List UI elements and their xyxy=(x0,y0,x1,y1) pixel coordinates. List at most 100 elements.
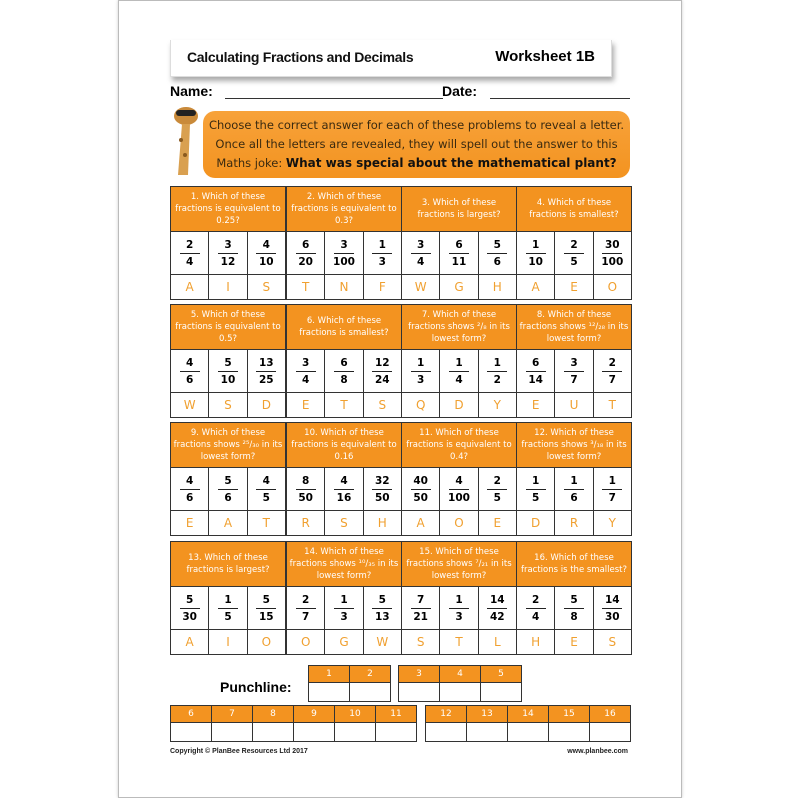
fraction-bar xyxy=(602,370,623,372)
fraction-option[interactable]: 1 10 xyxy=(517,232,556,274)
fraction-option[interactable]: 6 11 xyxy=(440,232,479,274)
fraction-option[interactable]: 6 20 xyxy=(287,232,326,274)
answer-letter: T xyxy=(440,630,479,654)
punchline-box: 9 xyxy=(294,706,335,741)
punchline-answer-field[interactable] xyxy=(399,683,439,701)
punchline-answer-field[interactable] xyxy=(440,683,480,701)
answer-letter: S xyxy=(262,280,271,294)
denominator: 100 xyxy=(601,255,624,268)
question-card: 9. Which of these fractions shows ²⁵/₃₀ … xyxy=(170,422,286,536)
punchline-answer-field[interactable] xyxy=(171,723,211,741)
question-card: 14. Which of these fractions shows ¹⁰/₃₅… xyxy=(286,541,402,655)
punchline-answer-field[interactable] xyxy=(309,683,349,701)
punchline-box: 10 xyxy=(335,706,376,741)
numerator: 6 xyxy=(455,238,463,251)
denominator: 5 xyxy=(262,491,270,504)
punchline-number: 4 xyxy=(440,666,480,683)
answer-letter: T xyxy=(287,275,326,299)
fraction-option[interactable]: 5 13 xyxy=(364,587,401,629)
fraction-option[interactable]: 14 30 xyxy=(594,587,631,629)
fraction-option[interactable]: 13 25 xyxy=(248,350,285,392)
fraction-option[interactable]: 30 100 xyxy=(594,232,631,274)
fraction-bar xyxy=(563,488,584,490)
punchline-answer-field[interactable] xyxy=(350,683,390,701)
numerator: 5 xyxy=(186,593,194,606)
numerator: 6 xyxy=(532,356,540,369)
denominator: 100 xyxy=(333,255,355,268)
fraction-option[interactable]: 40 50 xyxy=(402,468,441,510)
punchline-answer-field[interactable] xyxy=(426,723,466,741)
joke-question: What was special about the mathematical … xyxy=(285,156,617,170)
fraction-bar xyxy=(217,252,238,254)
punchline-answer-field[interactable] xyxy=(590,723,630,741)
punchline-answer-field[interactable] xyxy=(508,723,548,741)
fraction-bar xyxy=(372,607,393,609)
fraction-option[interactable]: 8 50 xyxy=(287,468,326,510)
punchline-answer-field[interactable] xyxy=(549,723,589,741)
fraction-option[interactable]: 7 21 xyxy=(402,587,441,629)
question-card: 4. Which of these fractions is smallest?… xyxy=(516,186,632,300)
answer-letter: D xyxy=(261,398,271,412)
fraction-bar xyxy=(179,370,200,372)
numerator: 1 xyxy=(455,356,463,369)
fraction-option[interactable]: 5 30 xyxy=(171,587,210,629)
fraction-option[interactable]: 4 100 xyxy=(440,468,479,510)
punchline-answer-field[interactable] xyxy=(294,723,334,741)
punchline-answer-field[interactable] xyxy=(481,683,521,701)
question-text: 12. Which of these fractions shows ³/₁₈ … xyxy=(517,423,631,468)
fraction-option[interactable]: 5 15 xyxy=(248,587,285,629)
fraction-bar xyxy=(448,607,469,609)
fraction-option[interactable]: 4 16 xyxy=(325,468,364,510)
fraction-option[interactable]: 4 10 xyxy=(248,232,285,274)
fraction-option[interactable]: 12 24 xyxy=(364,350,401,392)
answer-letter: S xyxy=(209,393,248,417)
answer-letter: Y xyxy=(493,398,501,412)
denominator: 10 xyxy=(528,255,543,268)
instructions-banner: Choose the correct answer for each of th… xyxy=(203,111,630,178)
fraction-option[interactable]: 6 14 xyxy=(517,350,556,392)
punchline-answer-field[interactable] xyxy=(376,723,416,741)
date-field[interactable] xyxy=(490,98,630,99)
answer-letter: H xyxy=(377,516,387,530)
fraction-option[interactable]: 5 10 xyxy=(209,350,248,392)
numerator: 5 xyxy=(224,356,232,369)
punchline-box: 7 xyxy=(212,706,253,741)
punchline-answer-field[interactable] xyxy=(335,723,375,741)
fraction-option[interactable]: 14 42 xyxy=(479,587,516,629)
punchline-answer-field[interactable] xyxy=(467,723,507,741)
answer-letter: A xyxy=(517,275,556,299)
question-text: 10. Which of these fractions is equivale… xyxy=(287,423,401,468)
fraction-option[interactable]: 3 12 xyxy=(209,232,248,274)
name-field[interactable] xyxy=(225,98,443,99)
punchline-answer-field[interactable] xyxy=(212,723,252,741)
punchline-answer-field[interactable] xyxy=(253,723,293,741)
fraction-option[interactable]: 3 100 xyxy=(325,232,364,274)
fraction-option[interactable]: 32 50 xyxy=(364,468,401,510)
